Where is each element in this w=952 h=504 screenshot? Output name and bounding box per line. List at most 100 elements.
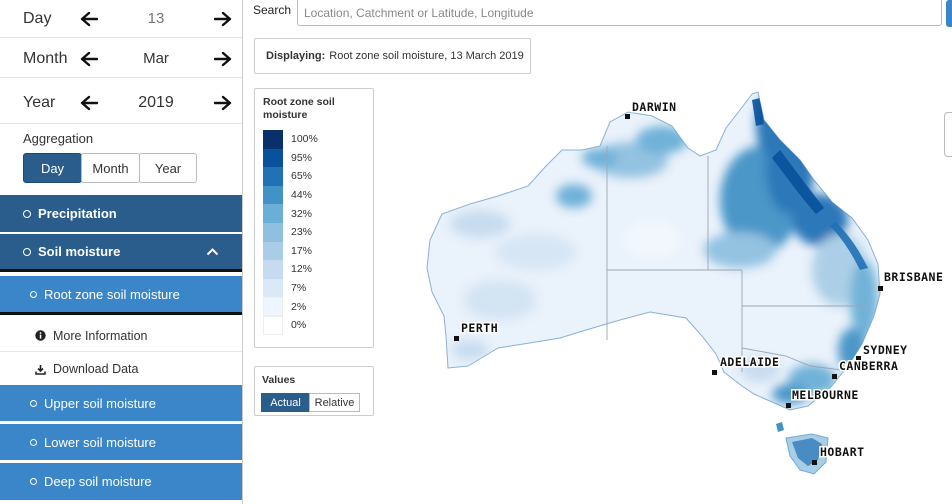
legend-label: 12% [291, 263, 313, 276]
displaying-label: Displaying: [266, 50, 326, 62]
values-toggle-box: Values Actual Relative [254, 366, 374, 416]
control-sidebar: Day 13 Month Mar Year 2019 [0, 0, 243, 504]
year-value[interactable]: 2019 [138, 93, 174, 111]
legend-swatch [263, 278, 283, 298]
legend-swatch [263, 241, 283, 261]
menu-upper-soil-moisture[interactable]: Upper soil moisture [0, 385, 242, 421]
city-marker-adelaide[interactable] [712, 370, 717, 375]
search-button[interactable] [946, 0, 952, 27]
city-marker-sydney[interactable] [856, 356, 861, 361]
download-icon [35, 364, 46, 375]
aggregation-month-button[interactable]: Month [81, 153, 140, 183]
displaying-box: Displaying: Root zone soil moisture, 13 … [254, 38, 531, 74]
aggregation-year-button[interactable]: Year [139, 153, 197, 183]
search-label: Search [253, 3, 292, 17]
month-label: Month [23, 49, 68, 67]
radio-bullet-icon [23, 247, 31, 256]
legend-swatch [263, 260, 283, 279]
legend-item: 23% [263, 223, 363, 242]
month-value[interactable]: Mar [143, 50, 169, 67]
more-information-label: More Information [53, 328, 148, 343]
values-title: Values [262, 374, 296, 386]
king-island-shape [776, 422, 784, 432]
legend-item: 95% [263, 148, 363, 168]
legend-label: 23% [291, 226, 313, 239]
radio-bullet-icon [30, 290, 37, 298]
day-label: Day [23, 9, 52, 27]
city-label-adelaide: ADELAIDE [720, 355, 779, 369]
year-next-arrow-icon[interactable] [212, 92, 234, 114]
menu-deep-soil-moisture[interactable]: Deep soil moisture [0, 463, 242, 500]
radio-bullet-icon [30, 399, 37, 407]
menu-lower-label: Lower soil moisture [44, 434, 156, 450]
month-row: Month Mar [0, 40, 242, 78]
city-marker-perth[interactable] [454, 336, 459, 341]
moisture-layer [450, 96, 878, 404]
legend-label: 32% [291, 207, 313, 220]
menu-deep-label: Deep soil moisture [44, 474, 152, 489]
menu-soil-moisture[interactable]: Soil moisture [0, 234, 242, 272]
download-data-link[interactable]: Download Data [0, 353, 242, 385]
legend-item: 17% [263, 241, 363, 261]
day-value[interactable]: 13 [147, 10, 165, 27]
year-prev-arrow-icon[interactable] [78, 92, 100, 114]
city-markers: DARWIN BRISBANE PERTH SYDNEY CANBERRA AD… [454, 99, 944, 465]
city-marker-canberra[interactable] [832, 374, 837, 379]
legend-swatch [263, 167, 283, 186]
city-marker-melbourne[interactable] [786, 403, 791, 408]
values-actual-button[interactable]: Actual [261, 393, 310, 412]
legend-label: 65% [291, 170, 313, 183]
day-row: Day 13 [0, 0, 242, 38]
menu-root-zone-label: Root zone soil moisture [44, 286, 180, 302]
menu-upper-label: Upper soil moisture [44, 395, 156, 411]
city-marker-hobart[interactable] [812, 460, 817, 465]
legend-item: 0% [263, 316, 363, 335]
legend-label: 44% [291, 189, 313, 202]
legend-swatch [263, 185, 283, 205]
menu-lower-soil-moisture[interactable]: Lower soil moisture [0, 424, 242, 460]
aggregation-label: Aggregation [23, 131, 94, 146]
legend-item: 2% [263, 297, 363, 316]
legend-title: Root zone soil moisture [263, 96, 335, 121]
legend-swatch [263, 204, 283, 223]
displaying-text: Root zone soil moisture, 13 March 2019 [329, 50, 524, 62]
menu-precipitation-label: Precipitation [38, 206, 117, 221]
aggregation-day-button[interactable]: Day [23, 153, 82, 183]
legend-item: 32% [263, 204, 363, 223]
city-label-brisbane: BRISBANE [884, 270, 943, 284]
legend-swatch [263, 148, 283, 168]
month-prev-arrow-icon[interactable] [78, 48, 100, 70]
city-marker-darwin[interactable] [625, 114, 630, 119]
legend-swatch [263, 223, 283, 242]
menu-precipitation[interactable]: Precipitation [0, 195, 242, 232]
legend-swatch [263, 130, 283, 149]
city-label-hobart: HOBART [820, 445, 865, 459]
download-data-label: Download Data [53, 362, 139, 376]
day-next-arrow-icon[interactable] [212, 8, 234, 30]
search-input[interactable] [297, 0, 942, 26]
city-label-canberra: CANBERRA [839, 359, 898, 373]
year-row: Year 2019 [0, 82, 242, 124]
legend-label: 100% [291, 133, 318, 146]
menu-root-zone-soil-moisture[interactable]: Root zone soil moisture [0, 276, 242, 315]
legend-label: 17% [291, 244, 313, 257]
city-marker-brisbane[interactable] [878, 286, 883, 291]
legend-item: 100% [263, 130, 363, 149]
side-panel-tab[interactable] [944, 112, 952, 157]
menu-soil-moisture-label: Soil moisture [38, 244, 121, 259]
radio-bullet-icon [30, 478, 37, 485]
month-next-arrow-icon[interactable] [212, 48, 234, 70]
legend-swatch [263, 297, 283, 316]
chevron-up-icon[interactable] [206, 244, 219, 259]
year-label: Year [23, 93, 56, 111]
city-label-sydney: SYDNEY [863, 343, 908, 357]
tasmania-moisture [792, 438, 822, 466]
state-borders [606, 146, 870, 372]
day-prev-arrow-icon[interactable] [78, 8, 100, 30]
australia-soil-moisture-map[interactable]: DARWIN BRISBANE PERTH SYDNEY CANBERRA AD… [400, 82, 952, 482]
legend-item: 65% [263, 167, 363, 186]
values-relative-button[interactable]: Relative [309, 393, 360, 412]
info-icon [35, 330, 46, 341]
legend-item: 44% [263, 185, 363, 205]
more-information-link[interactable]: More Information [0, 320, 242, 352]
